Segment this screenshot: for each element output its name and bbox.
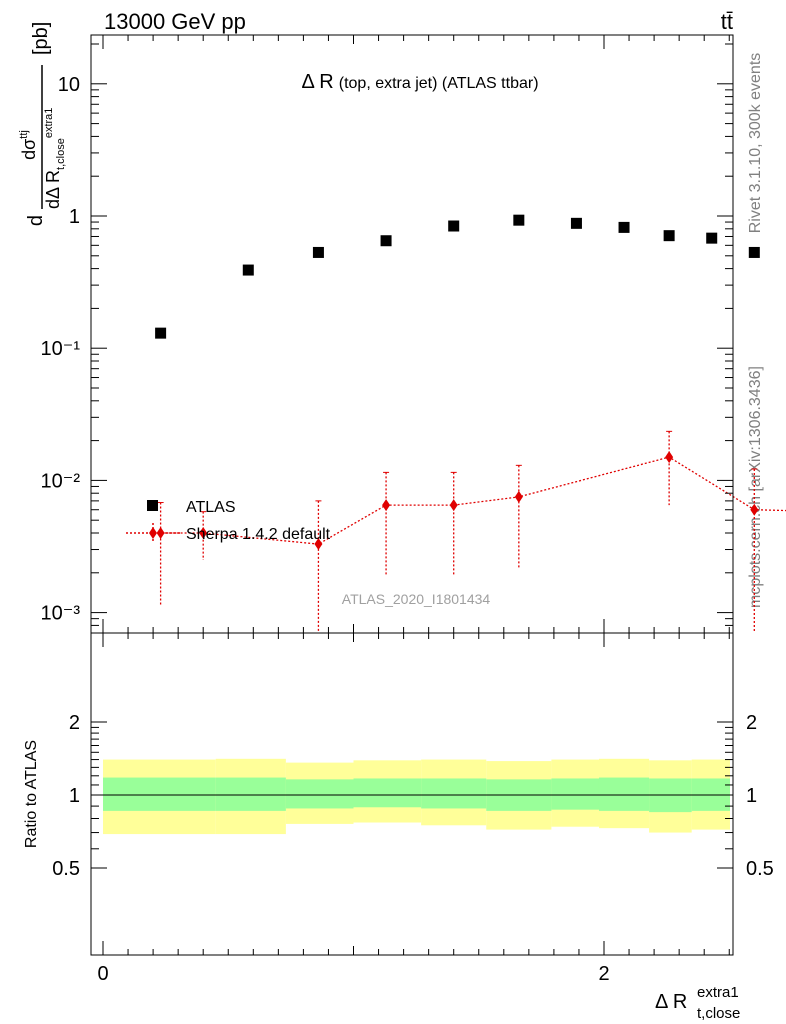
y-tick-label: 10 bbox=[58, 74, 80, 96]
legend-sherpa-marker bbox=[149, 527, 157, 539]
sherpa-point bbox=[449, 499, 458, 512]
ratio-y-tick-label-right: 0.5 bbox=[746, 858, 774, 880]
ratio-y-axis-label: Ratio to ATLAS bbox=[23, 740, 40, 848]
y-tick-label: 10⁻² bbox=[41, 470, 81, 492]
process-label: tt̄ bbox=[721, 9, 733, 34]
ratio-plot-frame bbox=[90, 632, 734, 956]
atlas-point bbox=[380, 235, 392, 247]
atlas-point bbox=[242, 264, 254, 276]
y-tick-label: 10⁻³ bbox=[41, 603, 81, 625]
atlas-point bbox=[448, 220, 460, 232]
y-label-unit: [pb] bbox=[30, 22, 52, 55]
sherpa-point bbox=[314, 538, 323, 551]
x-axis-label-sup: extra1 bbox=[697, 984, 739, 1001]
atlas-point bbox=[155, 327, 167, 339]
y-label-d: d bbox=[25, 215, 47, 226]
main-axis-ticks bbox=[91, 35, 733, 633]
ratio-y-tick-label-left: 1 bbox=[69, 785, 80, 807]
main-y-axis-label: d dσttj dΔ Rt,closeextra1 [pb] bbox=[18, 22, 67, 226]
x-tick-label: 0 bbox=[97, 963, 108, 985]
atlas-point bbox=[312, 246, 324, 258]
legend: ATLAS Sherpa 1.4.2 default bbox=[126, 499, 331, 543]
main-plot-panel: 10 1 10⁻¹ 10⁻² 10⁻³ Δ R (top, extra jet) (ATL… bbox=[18, 22, 786, 634]
ratio-band-inner-bin bbox=[353, 778, 422, 808]
x-axis-label-sub: t,close bbox=[697, 1005, 740, 1022]
atlas-point bbox=[706, 232, 718, 244]
ratio-y-tick-labels: 0.5 0.5 1 1 2 2 bbox=[52, 712, 774, 880]
sherpa-point bbox=[199, 527, 208, 540]
ratio-plot-content bbox=[91, 758, 733, 835]
sherpa-point bbox=[156, 527, 165, 540]
sherpa-point bbox=[514, 490, 523, 503]
atlas-point bbox=[748, 246, 760, 258]
ratio-axis-ticks bbox=[91, 633, 733, 955]
atlas-point bbox=[513, 214, 525, 226]
sherpa-point bbox=[665, 451, 674, 464]
legend-atlas-marker bbox=[147, 500, 158, 511]
ratio-band-inner-bin bbox=[285, 779, 354, 809]
x-axis-label: Δ R bbox=[655, 991, 687, 1013]
analysis-label: ATLAS_2020_I1801434 bbox=[342, 591, 491, 607]
sherpa-point bbox=[750, 503, 759, 516]
ratio-y-tick-label-left: 0.5 bbox=[52, 858, 80, 880]
mcplots-label: mcplots.cern.ch [arXiv:1306.3436] bbox=[747, 366, 764, 608]
ratio-y-tick-label-right: 1 bbox=[746, 785, 757, 807]
atlas-point bbox=[618, 221, 630, 233]
y-tick-label: 10⁻¹ bbox=[41, 338, 81, 360]
main-plot-content bbox=[155, 214, 786, 633]
rivet-version-label: Rivet 3.1.10, 300k events bbox=[747, 53, 764, 234]
atlas-point bbox=[663, 230, 675, 242]
legend-atlas-label: ATLAS bbox=[186, 499, 236, 516]
atlas-point bbox=[570, 217, 582, 229]
ratio-y-tick-label-right: 2 bbox=[746, 712, 757, 734]
energy-label: 13000 GeV pp bbox=[104, 9, 246, 34]
ratio-band-inner-bin bbox=[421, 778, 487, 809]
legend-sherpa-label: Sherpa 1.4.2 default bbox=[186, 526, 331, 543]
y-label-numerator: dσttj bbox=[18, 130, 39, 160]
y-tick-label: 1 bbox=[69, 206, 80, 228]
ratio-band-inner-bin bbox=[551, 778, 599, 810]
x-tick-label: 2 bbox=[598, 963, 609, 985]
ratio-band-inner-bin bbox=[215, 777, 286, 811]
ratio-x-tick-labels: 024 bbox=[97, 963, 609, 985]
sherpa-point bbox=[382, 499, 391, 512]
ratio-band-inner-bin bbox=[103, 777, 216, 811]
ratio-band-inner-bin bbox=[598, 777, 650, 811]
y-label-denominator: dΔ Rt,closeextra1 bbox=[43, 108, 67, 209]
main-plot-frame bbox=[90, 34, 734, 634]
ratio-y-tick-label-left: 2 bbox=[69, 712, 80, 734]
plot-title: Δ R (top, extra jet) (ATLAS ttbar) bbox=[301, 71, 538, 93]
main-y-tick-labels: 10 1 10⁻¹ 10⁻² 10⁻³ bbox=[41, 74, 81, 625]
